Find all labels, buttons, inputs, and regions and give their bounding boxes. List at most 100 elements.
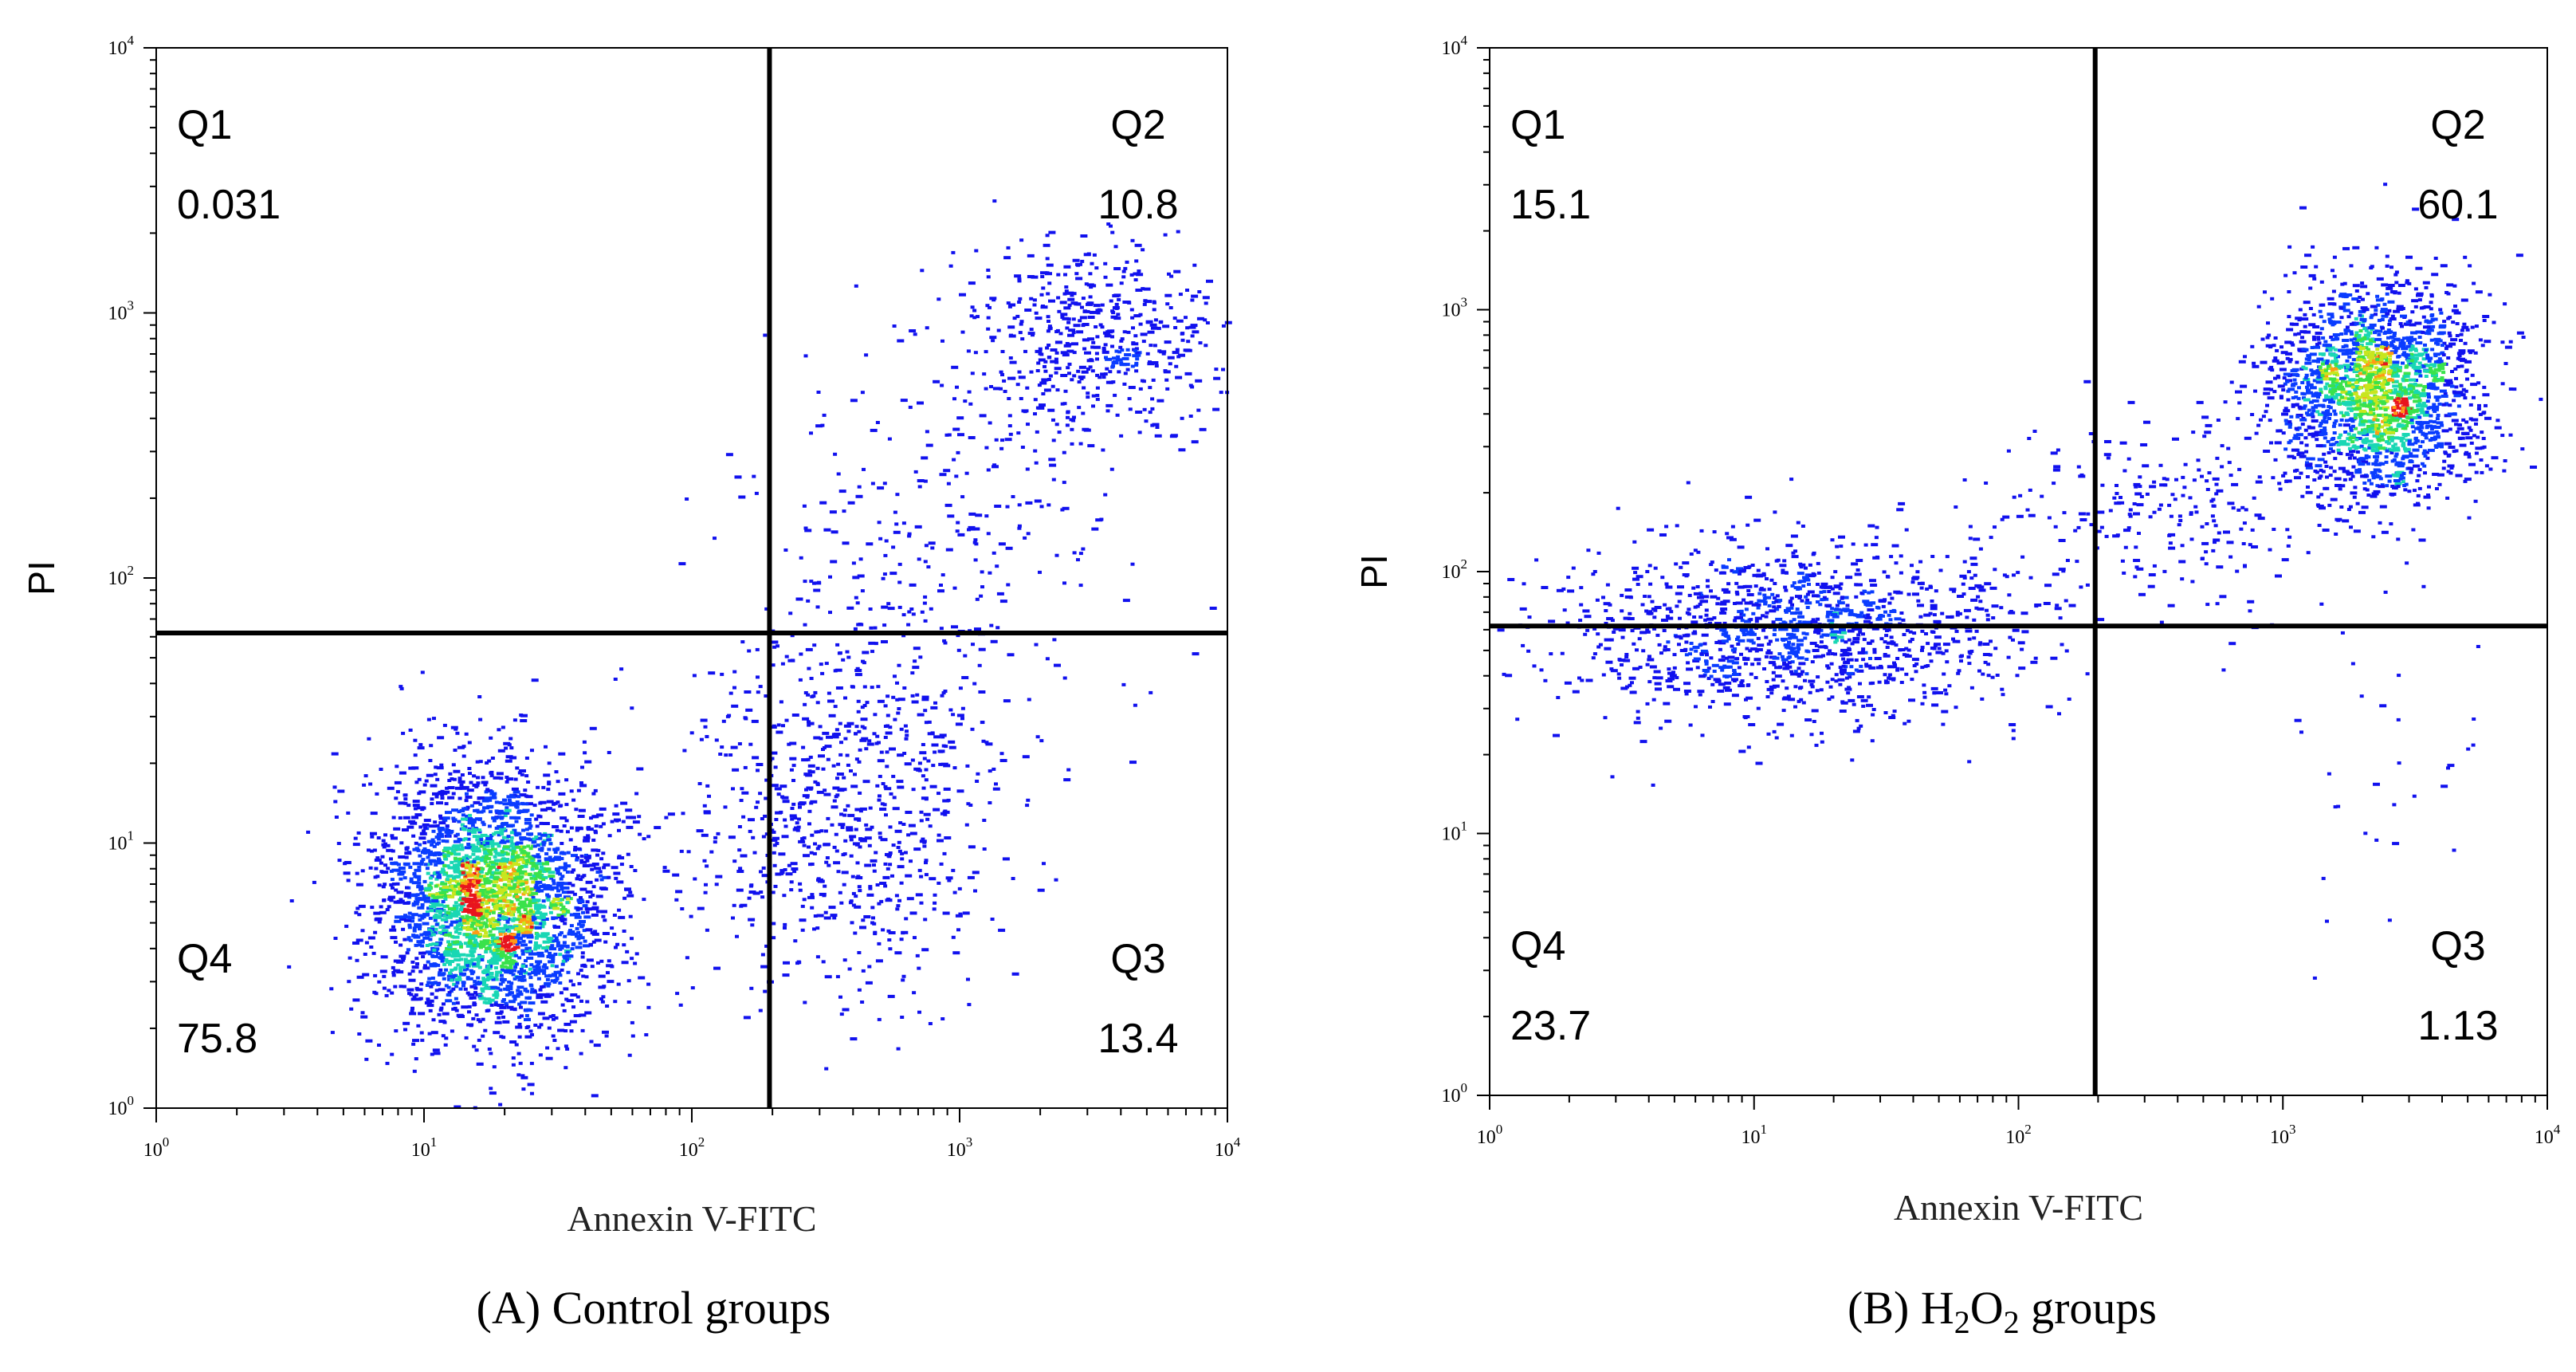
event-dot bbox=[858, 623, 862, 626]
event-dot bbox=[461, 1005, 469, 1009]
event-dot bbox=[465, 814, 469, 818]
event-dot bbox=[1162, 324, 1170, 328]
event-dot bbox=[438, 816, 446, 820]
event-dot bbox=[442, 962, 447, 966]
event-dot bbox=[451, 808, 459, 812]
event-dot bbox=[508, 1000, 516, 1004]
event-dot bbox=[505, 993, 509, 997]
event-dot bbox=[389, 928, 397, 932]
event-dot bbox=[457, 847, 465, 851]
event-dot bbox=[509, 886, 516, 890]
event-dot bbox=[488, 810, 493, 814]
event-dot bbox=[535, 836, 543, 840]
event-dot bbox=[854, 894, 858, 898]
quadrant-name-q1: Q1 bbox=[177, 102, 232, 148]
event-dot bbox=[436, 766, 444, 770]
event-dot bbox=[512, 959, 516, 963]
event-dot bbox=[473, 980, 477, 984]
event-dot bbox=[973, 889, 977, 893]
event-dot bbox=[424, 1001, 432, 1004]
event-dot bbox=[1793, 685, 1798, 689]
event-dot bbox=[956, 521, 960, 525]
event-dot bbox=[410, 997, 418, 1001]
event-dot bbox=[398, 867, 406, 870]
event-dot bbox=[1122, 301, 1130, 304]
event-dot bbox=[725, 714, 730, 718]
event-dot bbox=[471, 852, 476, 856]
event-dot bbox=[416, 848, 421, 852]
event-dot bbox=[887, 607, 895, 611]
event-dot bbox=[755, 647, 760, 651]
event-dot bbox=[472, 774, 477, 778]
event-dot bbox=[413, 753, 418, 757]
event-dot bbox=[429, 905, 437, 909]
event-dot bbox=[1029, 370, 1034, 374]
event-dot bbox=[509, 981, 514, 985]
event-dot bbox=[461, 827, 465, 831]
event-dot bbox=[395, 790, 400, 794]
event-dot bbox=[526, 1024, 531, 1028]
event-dot bbox=[408, 820, 416, 824]
event-dot bbox=[1062, 292, 1067, 296]
event-dot bbox=[621, 820, 626, 824]
event-dot bbox=[487, 898, 495, 902]
event-dot bbox=[428, 942, 433, 946]
event-dot bbox=[749, 883, 754, 887]
event-dot bbox=[418, 825, 423, 829]
event-dot bbox=[886, 897, 891, 901]
event-dot bbox=[571, 983, 575, 987]
event-dot bbox=[829, 510, 837, 514]
event-dot bbox=[573, 912, 580, 916]
event-dot bbox=[516, 875, 524, 879]
event-dot bbox=[904, 737, 909, 741]
event-dot bbox=[457, 776, 462, 780]
event-dot bbox=[772, 830, 776, 834]
event-dot bbox=[776, 792, 781, 796]
event-dot bbox=[1024, 309, 1032, 312]
event-dot bbox=[493, 871, 501, 875]
event-dot bbox=[495, 1012, 503, 1015]
event-dot bbox=[505, 893, 512, 897]
event-dot bbox=[524, 757, 529, 760]
event-dot bbox=[472, 1044, 477, 1048]
event-dot bbox=[1730, 644, 1734, 648]
event-dot bbox=[893, 717, 897, 721]
event-dot bbox=[982, 847, 987, 851]
event-dot bbox=[442, 855, 447, 859]
event-dot bbox=[929, 607, 933, 611]
event-dot bbox=[457, 892, 462, 896]
event-dot bbox=[1721, 588, 1729, 592]
event-dot bbox=[783, 818, 787, 822]
event-dot bbox=[485, 973, 490, 977]
event-dot bbox=[515, 1025, 523, 1029]
event-dot bbox=[481, 809, 486, 813]
event-dot bbox=[877, 759, 885, 763]
event-dot bbox=[499, 973, 504, 977]
event-dot bbox=[1050, 384, 1055, 388]
event-dot bbox=[528, 873, 532, 876]
event-dot bbox=[1045, 657, 1050, 661]
event-dot bbox=[921, 837, 925, 841]
event-dot bbox=[923, 709, 928, 713]
event-dot bbox=[875, 421, 880, 424]
event-dot bbox=[501, 893, 506, 897]
event-dot bbox=[485, 890, 493, 894]
event-dot bbox=[523, 989, 528, 993]
event-dot bbox=[708, 671, 716, 675]
event-dot bbox=[362, 973, 370, 977]
event-dot bbox=[764, 832, 769, 836]
event-dot bbox=[483, 783, 488, 787]
event-dot bbox=[952, 890, 957, 894]
event-dot bbox=[465, 818, 473, 821]
event-dot bbox=[579, 920, 586, 923]
event-dot bbox=[551, 916, 559, 920]
event-dot bbox=[419, 862, 424, 866]
event-dot bbox=[1687, 593, 1692, 597]
event-dot bbox=[576, 788, 581, 792]
event-dot bbox=[981, 739, 986, 743]
event-dot bbox=[532, 837, 536, 841]
event-dot bbox=[505, 780, 509, 784]
event-dot bbox=[560, 1003, 565, 1007]
event-dot bbox=[579, 784, 587, 788]
event-dot bbox=[1188, 415, 1193, 418]
